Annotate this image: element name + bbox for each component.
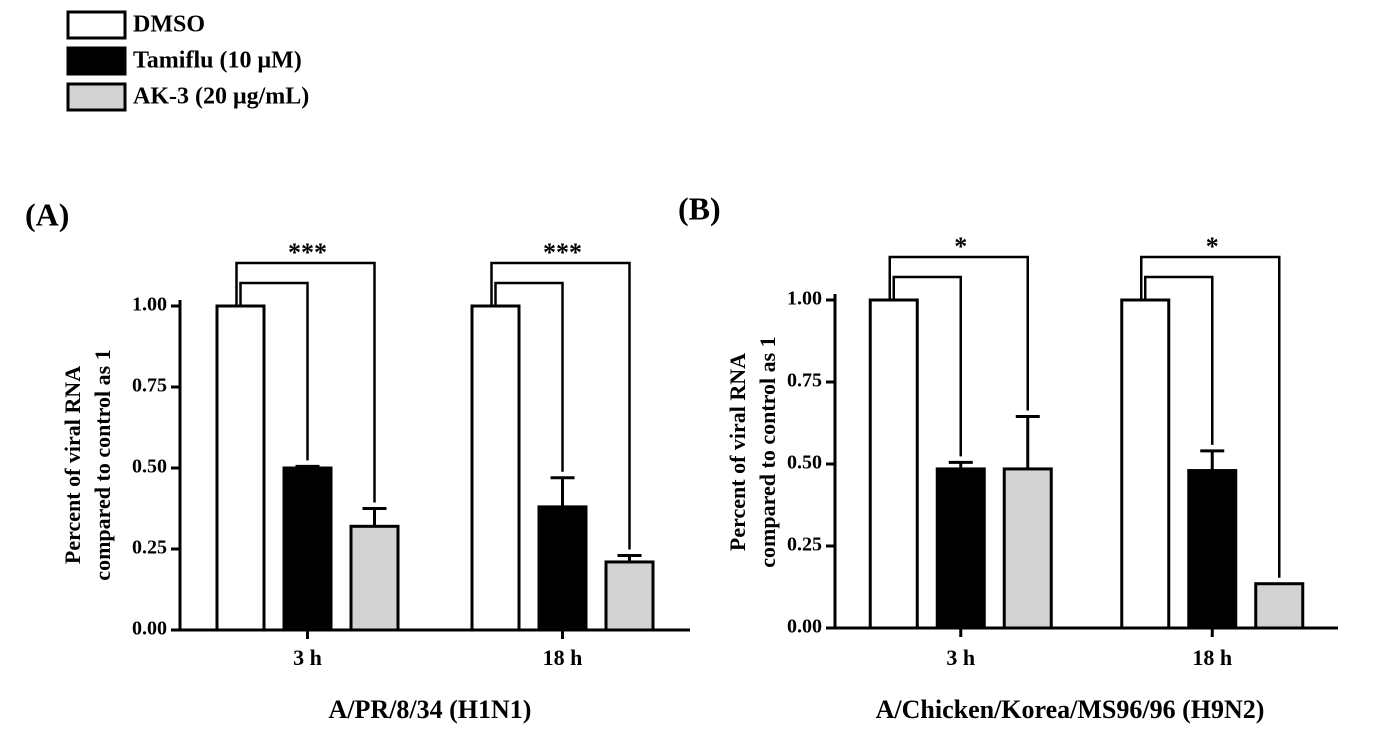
panel-label: (A) xyxy=(25,196,69,232)
bar xyxy=(537,505,588,632)
y-tick-label: 1.00 xyxy=(132,294,167,316)
y-tick-label: 0.00 xyxy=(132,618,167,640)
x-tick-label: 18 h xyxy=(1192,645,1232,670)
y-tick-label: 0.25 xyxy=(132,537,167,559)
legend-swatch xyxy=(66,82,127,112)
legend-swatch xyxy=(66,46,127,76)
significance-bracket xyxy=(892,275,962,457)
bar xyxy=(1187,469,1238,630)
panel-label: (B) xyxy=(678,190,721,226)
bar xyxy=(604,560,655,632)
x-tick-label: 3 h xyxy=(293,645,322,670)
bar xyxy=(470,304,521,632)
y-tick-label: 0.75 xyxy=(132,375,167,397)
y-axis-title: compared to control as 1 xyxy=(90,349,115,580)
bar xyxy=(935,467,986,630)
y-tick-label: 0.75 xyxy=(787,370,822,392)
significance-bracket xyxy=(235,261,376,503)
significance-label: * xyxy=(954,232,967,261)
significance-bracket xyxy=(239,281,309,461)
bar xyxy=(215,304,266,632)
significance-bracket xyxy=(888,255,1029,411)
bar xyxy=(349,524,400,632)
y-axis-title: Percent of viral RNA xyxy=(60,366,85,564)
significance-label: * xyxy=(1206,232,1219,261)
significance-label: *** xyxy=(543,238,582,267)
x-axis-title: A/PR/8/34 (H1N1) xyxy=(329,695,532,724)
x-axis-title: A/Chicken/Korea/MS96/96 (H9N2) xyxy=(876,695,1265,724)
legend-label: DMSO xyxy=(133,12,205,38)
bar xyxy=(1120,298,1171,630)
significance-bracket xyxy=(1140,255,1281,578)
legend-label: AK-3 (20 μg/mL) xyxy=(133,84,309,110)
y-axis-title: Percent of viral RNA xyxy=(725,353,750,551)
y-axis-title: compared to control as 1 xyxy=(755,336,780,567)
x-tick-label: 18 h xyxy=(543,645,583,670)
y-tick-label: 0.00 xyxy=(787,616,822,638)
bar xyxy=(868,298,919,630)
significance-bracket xyxy=(1144,275,1214,445)
legend-label: Tamiflu (10 μM) xyxy=(133,48,302,74)
y-tick-label: 1.00 xyxy=(787,288,822,310)
significance-bracket xyxy=(490,261,631,550)
legend-swatch xyxy=(66,10,127,40)
significance-bracket xyxy=(494,281,564,472)
bar xyxy=(1002,467,1053,630)
bar xyxy=(1254,582,1305,630)
x-tick-label: 3 h xyxy=(946,645,975,670)
y-tick-label: 0.25 xyxy=(787,534,822,556)
bar xyxy=(282,466,333,632)
y-tick-label: 0.50 xyxy=(787,452,822,474)
significance-label: *** xyxy=(288,238,327,267)
y-tick-label: 0.50 xyxy=(132,456,167,478)
